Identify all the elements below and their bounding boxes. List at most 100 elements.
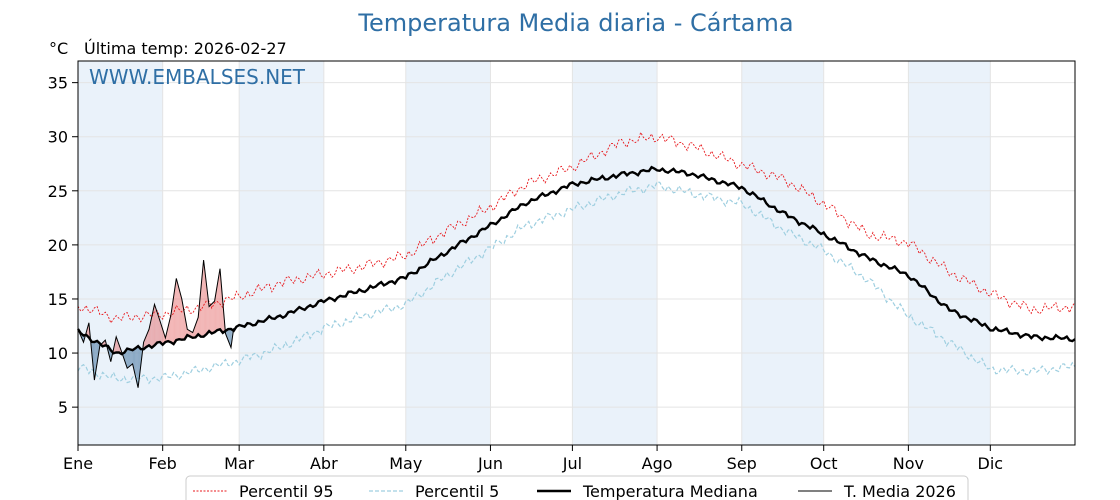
fill-above-median <box>152 308 154 348</box>
fill-below-median <box>228 328 230 343</box>
fill-above-median <box>160 323 162 345</box>
fill-above-median <box>212 302 214 334</box>
fill-above-median <box>200 279 202 338</box>
fill-below-median <box>137 345 139 388</box>
fill-above-median <box>149 320 151 348</box>
fill-above-median <box>175 278 177 342</box>
x-tick-label: Abr <box>310 454 338 473</box>
legend-label: Temperatura Mediana <box>582 482 758 500</box>
x-tick-label: Feb <box>149 454 177 473</box>
fill-above-median <box>150 316 152 348</box>
fill-above-median <box>178 285 180 340</box>
fill-above-median <box>211 302 213 334</box>
y-tick-label: 15 <box>48 290 68 309</box>
x-tick-label: Jul <box>562 454 582 473</box>
fill-above-median <box>146 333 148 348</box>
fill-below-median <box>136 345 138 384</box>
month-bands <box>78 61 991 445</box>
fill-above-median <box>188 329 190 336</box>
x-tick-label: Oct <box>810 454 838 473</box>
fill-below-median <box>94 341 96 381</box>
fill-below-median <box>131 349 133 365</box>
grid-lines <box>77 61 1075 445</box>
y-tick-label: 25 <box>48 182 68 201</box>
fill-above-median <box>207 291 209 333</box>
y-axis-unit: °C <box>49 39 68 58</box>
fill-above-median <box>196 319 198 337</box>
legend-box <box>185 475 969 500</box>
fill-above-median <box>201 269 203 338</box>
fill-above-median <box>171 302 173 345</box>
fill-above-median <box>216 284 218 331</box>
legend-label: T. Media 2026 <box>843 482 956 500</box>
fill-above-median <box>149 325 150 347</box>
fill-above-median <box>172 296 174 345</box>
fill-above-median <box>159 317 160 342</box>
fill-above-median <box>219 268 221 330</box>
fill-above-median <box>173 290 175 345</box>
series-line <box>77 181 1076 385</box>
x-tick-label: Mar <box>224 454 255 473</box>
fill-above-median <box>215 290 217 332</box>
fill-above-median <box>217 279 219 331</box>
fill-above-median <box>177 281 179 340</box>
fill-above-median <box>153 304 155 347</box>
fill-above-median <box>218 274 220 330</box>
fill-below-median <box>128 348 129 368</box>
fill-above-median <box>179 288 180 340</box>
x-tick-label: Dic <box>978 454 1004 473</box>
fill-above-median <box>157 312 159 343</box>
fill-above-median <box>169 315 171 343</box>
fill-below-median <box>229 328 231 346</box>
fill-below-median <box>138 346 140 388</box>
fill-below-median <box>128 349 130 367</box>
fill-below-median <box>127 348 129 369</box>
series-line-current <box>77 259 235 388</box>
series-lines <box>76 131 1076 388</box>
x-tick-label: Ene <box>63 454 93 473</box>
fill-above-median <box>159 320 161 344</box>
fill-above-median <box>209 305 211 332</box>
fill-above-median <box>158 315 160 342</box>
fill-above-median <box>202 260 204 338</box>
fill-above-median <box>204 267 206 337</box>
legend-label: Percentil 95 <box>239 482 334 500</box>
x-tick-label: Nov <box>893 454 924 473</box>
fill-below-median <box>95 341 97 375</box>
plot-frame <box>77 60 1076 446</box>
y-axis-ticks: 5 10 15 20 25 30 35 <box>48 74 78 417</box>
fill-above-median <box>203 260 205 337</box>
x-tick-label: May <box>389 454 422 473</box>
x-tick-label: Sep <box>727 454 757 473</box>
fill-above-median <box>181 298 183 341</box>
fill-above-median <box>174 284 176 343</box>
month-band <box>908 61 991 445</box>
fill-below-median <box>134 348 136 376</box>
fill-above-median <box>195 322 197 338</box>
fill-below-median <box>125 349 127 366</box>
y-tick-label: 10 <box>48 344 68 363</box>
fill-above-median <box>179 292 181 340</box>
legend-label: Percentil 5 <box>415 482 499 500</box>
fill-above-median <box>169 318 170 342</box>
legend: Percentil 95 Percentil 5 Temperatura Media… <box>185 475 969 500</box>
fill-above-median <box>161 326 163 345</box>
fill-below-median <box>126 348 128 369</box>
y-tick-label: 30 <box>48 128 68 147</box>
fill-above-median <box>183 309 185 341</box>
fill-above-median <box>197 317 199 335</box>
fill-above-median <box>180 295 182 340</box>
y-tick-label: 20 <box>48 236 68 255</box>
fill-above-median <box>176 278 178 340</box>
fill-above-median <box>116 336 118 353</box>
fill-above-median <box>213 301 215 334</box>
fill-above-median <box>220 268 221 331</box>
fill-above-median <box>148 329 150 346</box>
fill-above-median <box>156 309 158 344</box>
fill-above-median <box>151 312 153 348</box>
fill-below-median <box>230 328 231 348</box>
last-temp-date: Última temp: 2026-02-27 <box>84 39 287 58</box>
fill-above-median <box>214 295 216 333</box>
fill-above-median <box>210 304 211 333</box>
x-tick-label: Ago <box>642 454 673 473</box>
